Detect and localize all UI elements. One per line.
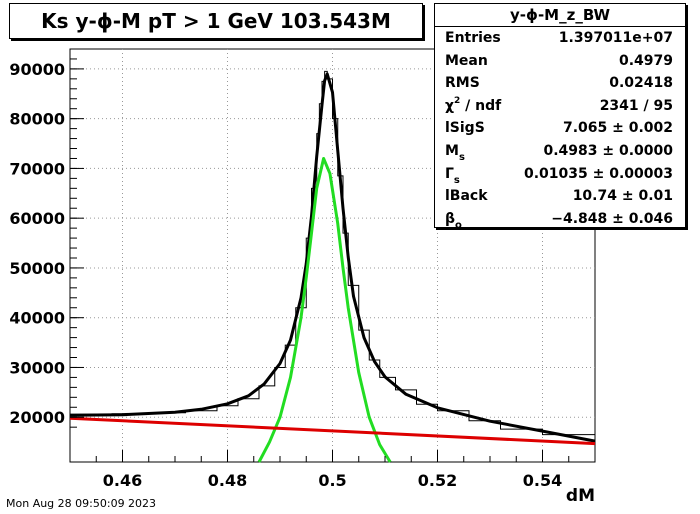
stats-row: lBack 10.74 ± 0.01 [435, 185, 685, 208]
stats-row: Entries 1.397011e+07 [435, 27, 685, 50]
y-tick-label: 20000 [9, 408, 65, 427]
stats-value: 2341 / 95 [599, 97, 673, 114]
stats-row: Ms 0.4983 ± 0.0000 [435, 140, 685, 163]
stats-row: RMS 0.02418 [435, 72, 685, 95]
stats-value: 0.02418 [609, 75, 673, 92]
chart-title: Ks y-ϕ-M pT > 1 GeV 103.543M [9, 3, 423, 39]
background-fit-line [69, 416, 596, 446]
y-tick-label: 40000 [9, 309, 65, 328]
total-fit-curve [69, 72, 596, 443]
stats-rows: Entries 1.397011e+07 Mean 0.4979 RMS 0.02418 χ… [435, 27, 685, 231]
stats-value: 10.74 ± 0.01 [572, 188, 673, 205]
stats-row: lSigS 7.065 ± 0.002 [435, 117, 685, 140]
stats-row: Mean 0.4979 [435, 50, 685, 73]
stats-box: y-ϕ-M_z_BW Entries 1.397011e+07 Mean 0.4979… [434, 3, 686, 231]
stats-label: Entries [445, 30, 501, 46]
y-tick-label: 30000 [9, 358, 65, 377]
stats-row: χ2 / ndf 2341 / 95 [435, 95, 685, 118]
stats-value: 0.01035 ± 0.00003 [523, 165, 673, 182]
stats-value: 0.4983 ± 0.0000 [543, 142, 673, 159]
y-tick-label: 70000 [9, 159, 65, 178]
stats-label: lBack [445, 188, 488, 205]
y-tick-label: 90000 [9, 60, 65, 79]
y-tick-label: 80000 [9, 110, 65, 129]
stats-value: 1.397011e+07 [558, 30, 673, 46]
stats-label: Ms [445, 142, 465, 163]
x-tick-label: 0.54 [523, 471, 562, 490]
stats-row: Γs 0.01035 ± 0.00003 [435, 163, 685, 186]
stats-row: βo −4.848 ± 0.046 [435, 208, 685, 231]
y-tick-label: 50000 [9, 259, 65, 278]
x-tick-label: 0.46 [103, 471, 142, 490]
stats-label: lSigS [445, 120, 485, 137]
stats-label: Mean [445, 52, 488, 69]
x-tick-label: 0.52 [418, 471, 457, 490]
y-tick-label: 60000 [9, 209, 65, 228]
x-tick-label: 0.5 [318, 471, 346, 490]
stats-label: βo [445, 210, 462, 231]
x-axis-label: dM [566, 486, 595, 506]
stats-value: −4.848 ± 0.046 [551, 210, 673, 227]
axes: 0.46 0.48 0.5 0.52 0.54 20000 30000 40000 50000 6… [9, 48, 596, 490]
stats-label: χ2 / ndf [445, 95, 502, 114]
stats-value: 0.4979 [618, 52, 673, 69]
timestamp: Mon Aug 28 09:50:09 2023 [6, 497, 157, 510]
signal-fit-curve [257, 157, 392, 463]
stats-label: Γs [445, 165, 460, 186]
stats-value: 7.065 ± 0.002 [562, 120, 673, 137]
curves [69, 70, 596, 463]
x-tick-label: 0.48 [208, 471, 247, 490]
stats-header: y-ϕ-M_z_BW [435, 4, 685, 27]
stats-label: RMS [445, 75, 480, 92]
